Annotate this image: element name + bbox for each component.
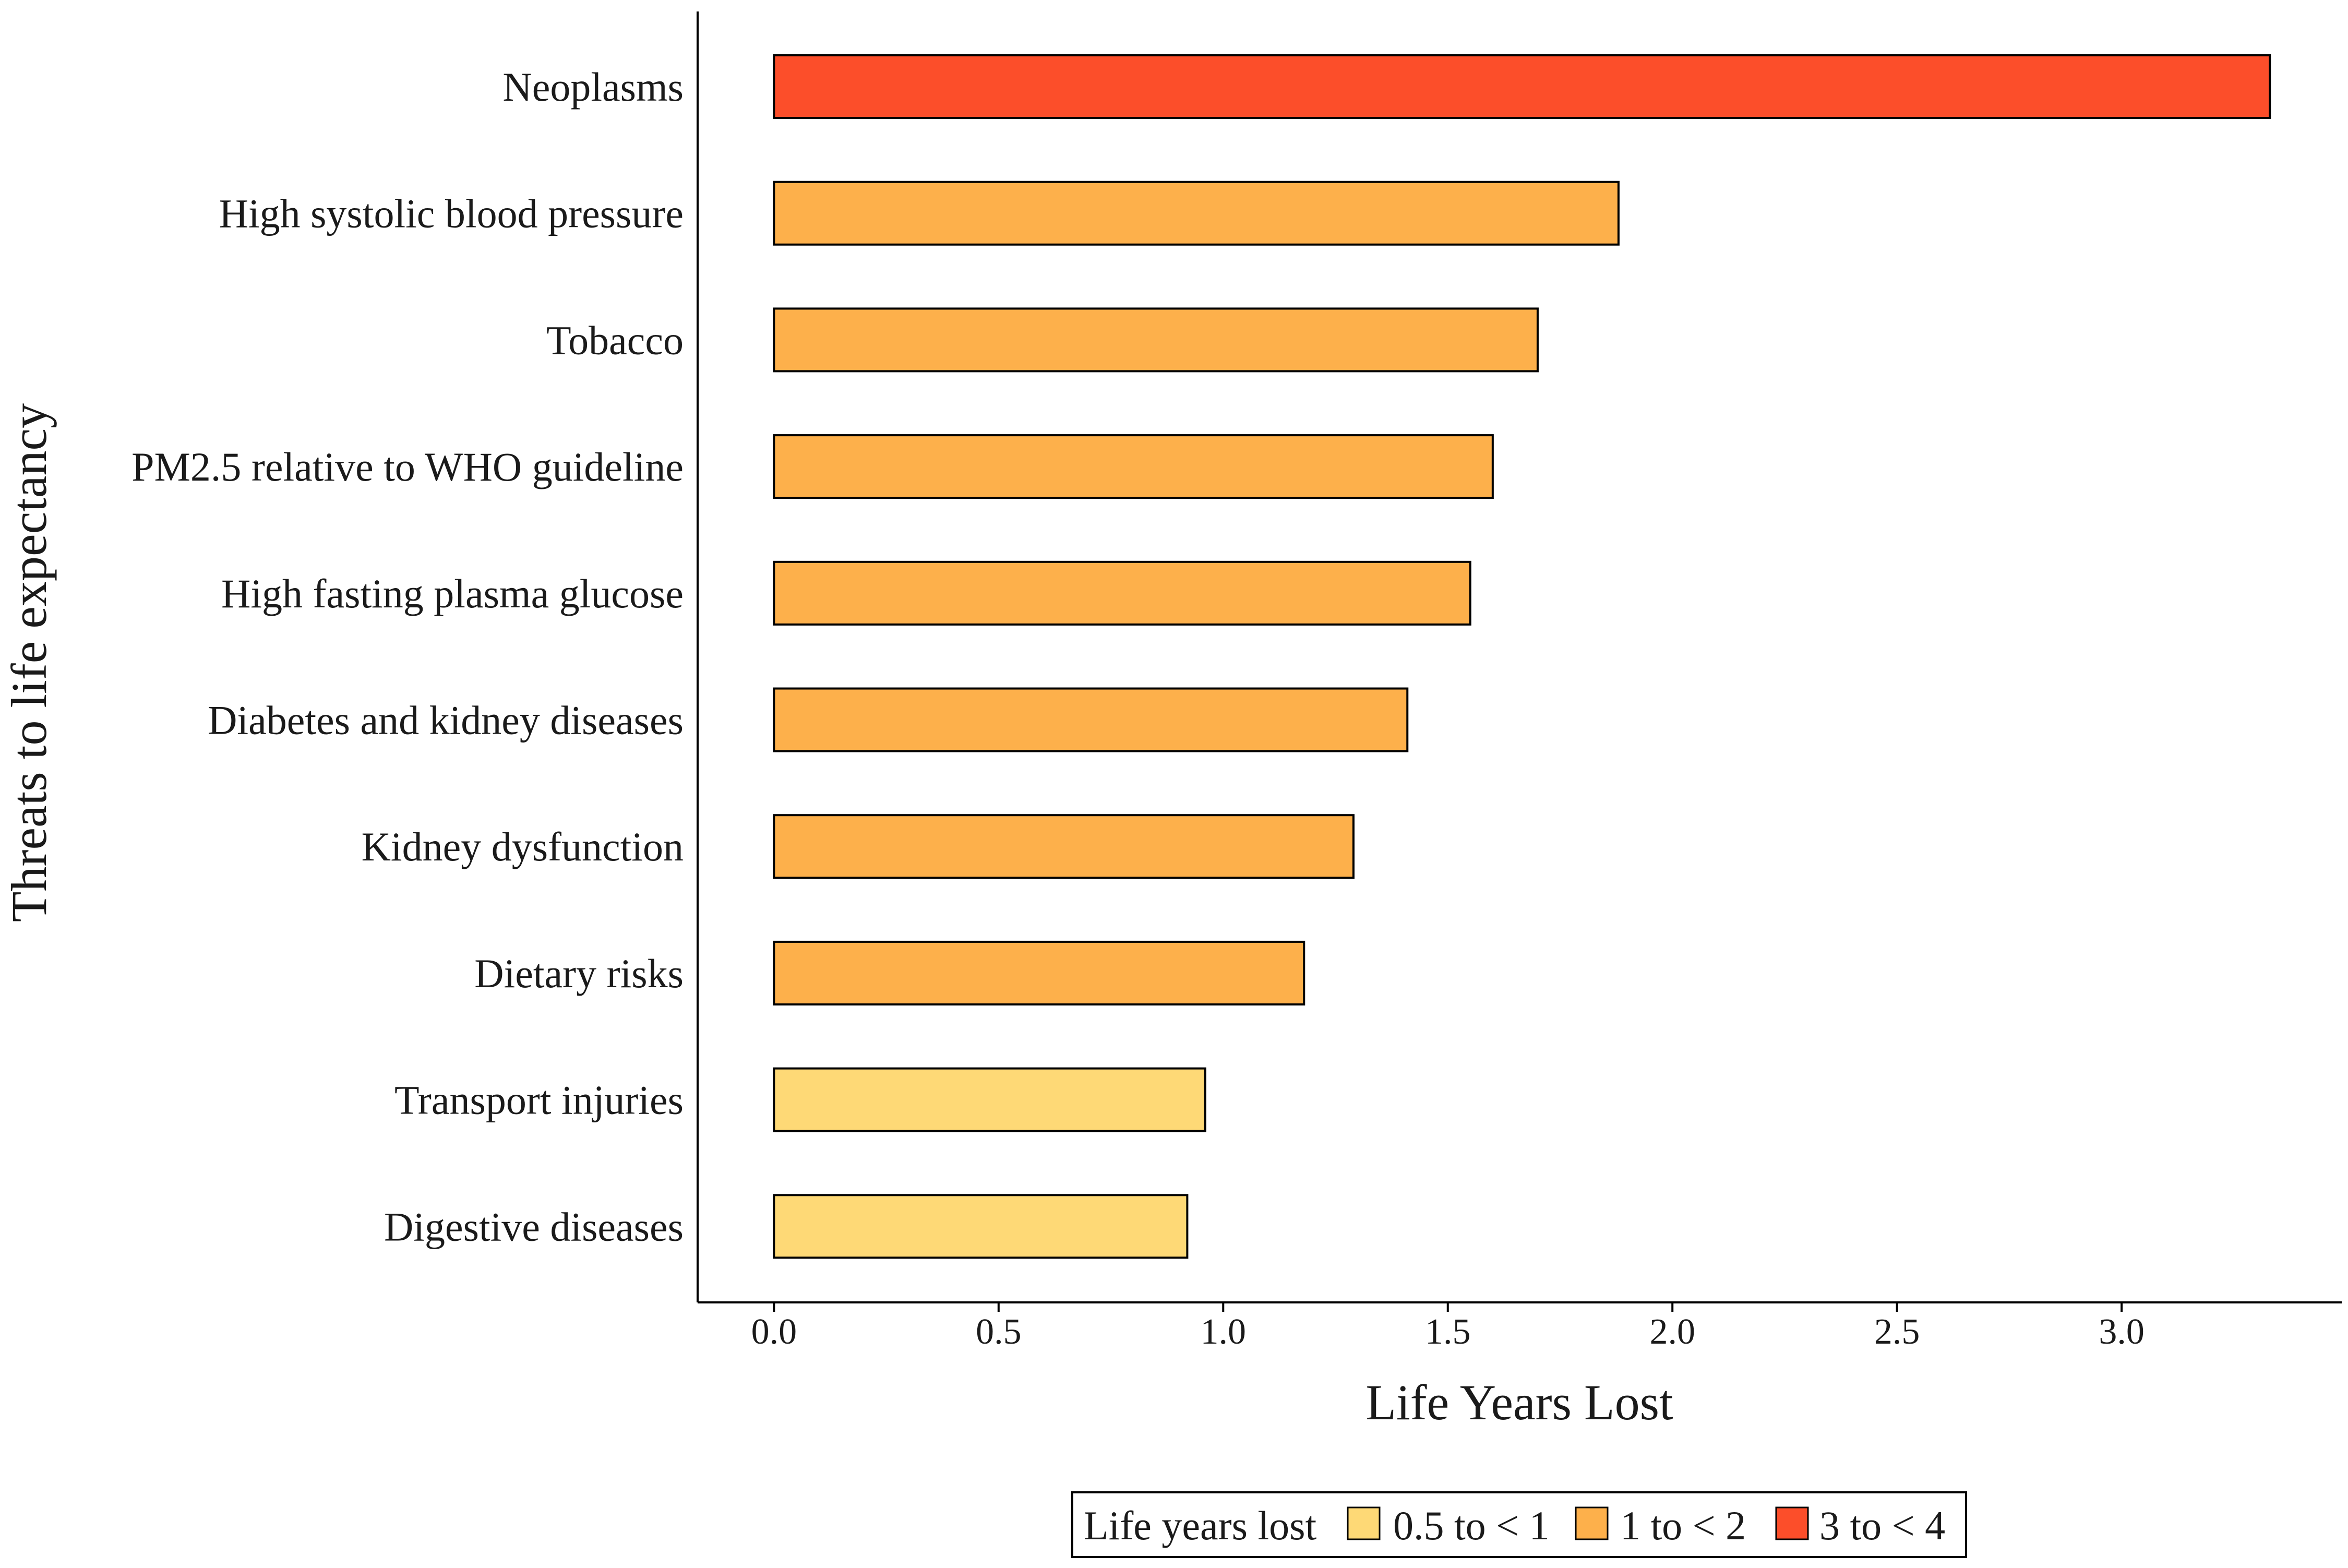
category-labels: Neoplasms High systolic blood pressure Tob… <box>131 64 684 1249</box>
bar-0 <box>773 54 2271 119</box>
legend-label-0: 0.5 to < 1 <box>1393 1503 1550 1548</box>
x-tick-label-2: 1.0 <box>1201 1312 1247 1352</box>
legend-swatch-2 <box>1775 1506 1809 1540</box>
category-label-2: Tobacco <box>546 317 684 363</box>
category-label-7: Dietary risks <box>474 951 684 996</box>
bar-8 <box>773 1067 1206 1132</box>
category-label-3: PM2.5 relative to WHO guideline <box>131 444 684 489</box>
bar-1 <box>773 181 1620 246</box>
x-tick-label-6: 3.0 <box>2099 1312 2145 1352</box>
bar-5 <box>773 687 1409 752</box>
category-label-5: Diabetes and kidney diseases <box>208 698 684 743</box>
axes-layer <box>697 11 2342 1303</box>
category-label-4: High fasting plasma glucose <box>221 571 684 616</box>
legend-label-1: 1 to < 2 <box>1620 1503 1746 1548</box>
legend-title: Life years lost <box>1084 1503 1317 1548</box>
category-label-1: High systolic blood pressure <box>219 191 684 236</box>
legend: Life years lost 0.5 to < 1 1 to < 2 3 to… <box>1071 1491 1967 1558</box>
x-tick-label-1: 0.5 <box>976 1312 1022 1352</box>
bar-6 <box>773 814 1355 879</box>
legend-swatch-0 <box>1347 1506 1381 1540</box>
category-label-8: Transport injuries <box>394 1078 684 1123</box>
ticks-layer: 0.0 0.5 1.0 1.5 2.0 2.5 3.0 <box>751 1302 2145 1352</box>
legend-frame <box>1071 1491 1967 1558</box>
bar-9 <box>773 1194 1189 1259</box>
x-tick-label-3: 1.5 <box>1425 1312 1471 1352</box>
bars-layer <box>773 54 2271 1259</box>
bar-4 <box>773 560 1471 626</box>
x-tick-label-5: 2.5 <box>1874 1312 1920 1352</box>
x-tick-label-4: 2.0 <box>1649 1312 1695 1352</box>
legend-swatch-1 <box>1575 1506 1609 1540</box>
legend-label-2: 3 to < 4 <box>1819 1503 1945 1548</box>
category-label-0: Neoplasms <box>502 64 684 110</box>
bar-2 <box>773 307 1539 373</box>
bar-7 <box>773 940 1305 1006</box>
bar-3 <box>773 434 1494 499</box>
category-label-9: Digestive diseases <box>384 1204 684 1249</box>
x-axis-label: Life Years Lost <box>1365 1374 1673 1430</box>
x-tick-label-0: 0.0 <box>751 1312 797 1352</box>
y-axis-label: Threats to life expectancy <box>1 403 57 922</box>
category-label-6: Kidney dysfunction <box>362 824 684 869</box>
